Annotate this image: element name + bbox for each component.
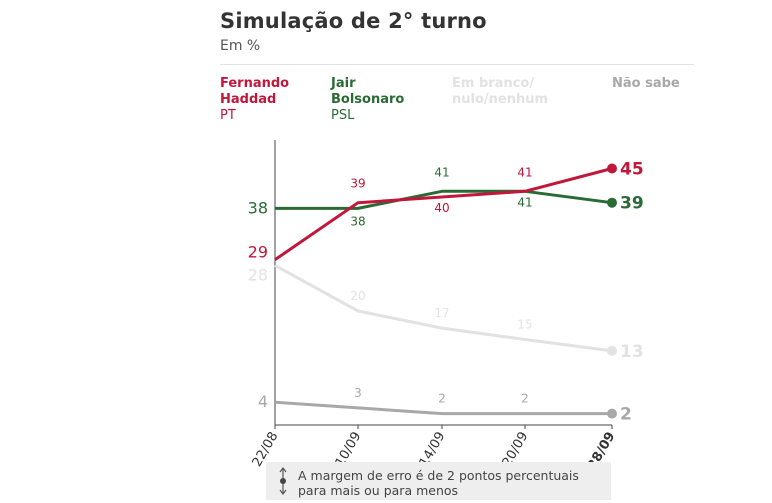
series-line-bolsonaro: [275, 189, 613, 210]
chart-title: Simulação de 2° turno: [220, 9, 487, 33]
legend-label-naosabe: Não sabe: [612, 76, 680, 91]
data-label-bolsonaro: 38: [350, 214, 365, 228]
data-label-bolsonaro: 38: [248, 198, 268, 217]
data-label-haddad: 41: [517, 165, 532, 179]
end-point-branco: [607, 345, 617, 356]
data-label-branco: 28: [248, 265, 268, 284]
data-label-branco: 13: [620, 342, 644, 362]
legend-label-bolsonaro: Jair Bolsonaro: [331, 76, 405, 107]
data-label-naosabe: 4: [258, 392, 268, 411]
series-line-naosabe: [274, 400, 612, 416]
data-label-haddad: 39: [350, 177, 365, 191]
data-label-bolsonaro: 39: [620, 194, 644, 214]
data-label-haddad: 45: [620, 160, 644, 180]
updown-arrow-icon: [279, 467, 287, 495]
data-label-branco: 17: [434, 306, 449, 320]
legend-item-haddad: Fernando Haddad PT: [220, 76, 320, 124]
data-label-haddad: 29: [248, 243, 268, 262]
data-label-naosabe: 3: [354, 386, 362, 400]
error-margin-note: [266, 462, 611, 500]
end-point-bolsonaro: [607, 197, 617, 208]
data-label-naosabe: 2: [521, 392, 529, 406]
legend-item-bolsonaro: Jair Bolsonaro PSL: [331, 76, 431, 124]
series-line-branco: [274, 264, 613, 353]
end-point-haddad: [607, 163, 617, 174]
legend-party-bolsonaro: PSL: [331, 108, 355, 123]
legend-item-naosabe: Não sabe: [612, 76, 692, 92]
data-label-bolsonaro: 41: [434, 165, 449, 179]
data-label-branco: 20: [350, 289, 365, 303]
legend-label-haddad: Fernando Haddad: [220, 76, 290, 107]
legend-party-haddad: PT: [220, 108, 236, 123]
data-label-naosabe: 2: [620, 405, 632, 425]
data-label-haddad: 40: [434, 201, 449, 215]
data-label-branco: 15: [517, 318, 532, 332]
chart-subtitle: Em %: [220, 38, 261, 54]
legend-label-branco: Em branco/ nulo/nenhum: [452, 76, 549, 107]
data-label-naosabe: 2: [438, 392, 446, 406]
error-margin-text: A margem de erro é de 2 pontos percentua…: [298, 468, 579, 498]
end-point-naosabe: [607, 408, 617, 419]
title-divider: [220, 64, 694, 65]
legend-item-branco: Em branco/ nulo/nenhum: [452, 76, 562, 108]
data-label-bolsonaro: 41: [517, 195, 532, 209]
series-line-haddad: [274, 167, 613, 261]
